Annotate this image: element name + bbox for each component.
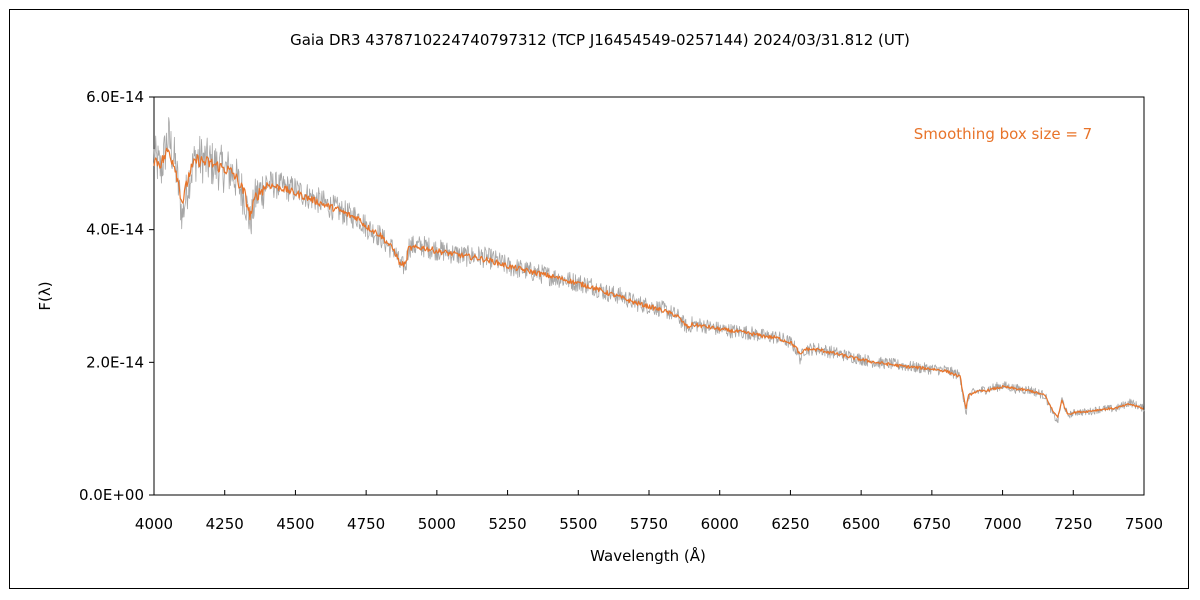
y-tick-label: 6.0E-14 (86, 88, 144, 106)
x-tick-label: 5500 (559, 515, 597, 533)
x-tick-label: 4250 (206, 515, 244, 533)
x-axis-label: Wavelength (Å) (590, 546, 706, 565)
x-tick-label: 5750 (630, 515, 668, 533)
x-tick-label: 6750 (913, 515, 951, 533)
x-tick-label: 4750 (347, 515, 385, 533)
x-tick-label: 5000 (418, 515, 456, 533)
x-tick-label: 4500 (276, 515, 314, 533)
plot-area-border (153, 96, 1145, 496)
x-tick-label: 7500 (1125, 515, 1163, 533)
x-tick-label: 7000 (983, 515, 1021, 533)
x-tick-label: 6000 (701, 515, 739, 533)
y-tick-label: 2.0E-14 (86, 353, 144, 371)
raw-spectrum-line (153, 117, 1145, 424)
x-tick-label: 6250 (771, 515, 809, 533)
smoothed-spectrum-line (153, 147, 1144, 418)
x-tick-label: 6500 (842, 515, 880, 533)
chart-frame (9, 9, 1189, 589)
x-tick-label: 5250 (488, 515, 526, 533)
x-tick-label: 4000 (135, 515, 173, 533)
chart-title: Gaia DR3 4378710224740797312 (TCP J16454… (290, 31, 910, 49)
y-axis-label: F(λ) (36, 281, 54, 310)
y-tick-label: 0.0E+00 (79, 486, 144, 504)
smoothing-annotation: Smoothing box size = 7 (914, 125, 1092, 143)
y-tick-label: 4.0E-14 (86, 221, 144, 239)
x-tick-label: 7250 (1054, 515, 1092, 533)
